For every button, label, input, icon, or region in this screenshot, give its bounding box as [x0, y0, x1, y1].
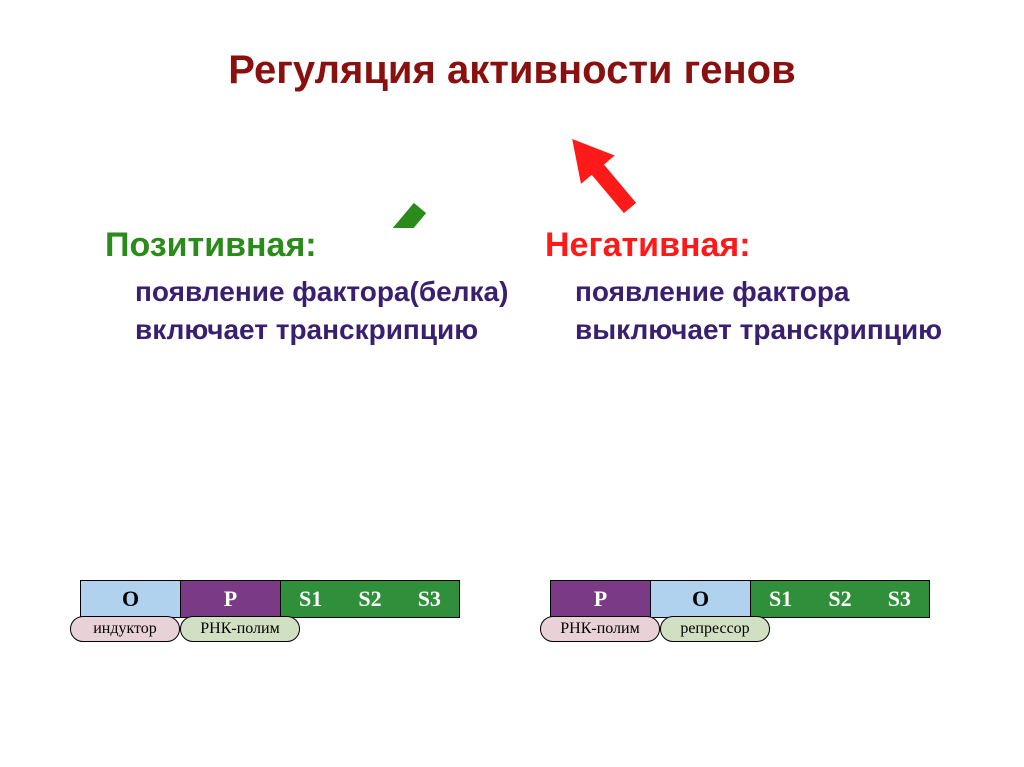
protein-row: индукторРНК-полим	[80, 616, 460, 650]
gene-bar: OP S1 S2 S3	[80, 580, 460, 618]
gene-structural-group: S1 S2 S3	[281, 581, 459, 617]
protein-label: индуктор	[70, 616, 180, 642]
branch-negative: Негативная: появление фактора выключает …	[545, 226, 955, 349]
gene-s-label: S2	[828, 586, 851, 612]
arrows-container	[0, 100, 1024, 220]
arrow-left-icon	[355, 108, 485, 228]
protein-label: РНК-полим	[180, 616, 300, 642]
gene-s-label: S3	[418, 586, 441, 612]
gene-segment: O	[81, 581, 181, 617]
gene-s-label: S2	[358, 586, 381, 612]
branch-negative-desc: появление фактора выключает транскрипцию	[545, 273, 955, 349]
gene-s-label: S1	[299, 586, 322, 612]
protein-label: репрессор	[660, 616, 770, 642]
gene-s-label: S3	[888, 586, 911, 612]
gene-segment: P	[181, 581, 281, 617]
diagram-title: Регуляция активности генов	[0, 48, 1024, 93]
gene-s-label: S1	[769, 586, 792, 612]
gene-diagram-negative: PO S1 S2 S3 РНК-полимрепрессор	[550, 580, 930, 650]
gene-diagram-positive: OP S1 S2 S3 индукторРНК-полим	[80, 580, 460, 650]
branch-positive-heading: Позитивная:	[105, 226, 515, 265]
protein-label: РНК-полим	[540, 616, 660, 642]
gene-bar: PO S1 S2 S3	[550, 580, 930, 618]
gene-segment: P	[551, 581, 651, 617]
branch-positive-desc: появление фактора(белка) включает транск…	[105, 273, 515, 349]
arrow-right-icon	[565, 108, 695, 228]
branch-positive: Позитивная: появление фактора(белка) вкл…	[105, 226, 515, 349]
gene-segment: O	[651, 581, 751, 617]
branch-negative-heading: Негативная:	[545, 226, 955, 265]
protein-row: РНК-полимрепрессор	[550, 616, 930, 650]
gene-structural-group: S1 S2 S3	[751, 581, 929, 617]
